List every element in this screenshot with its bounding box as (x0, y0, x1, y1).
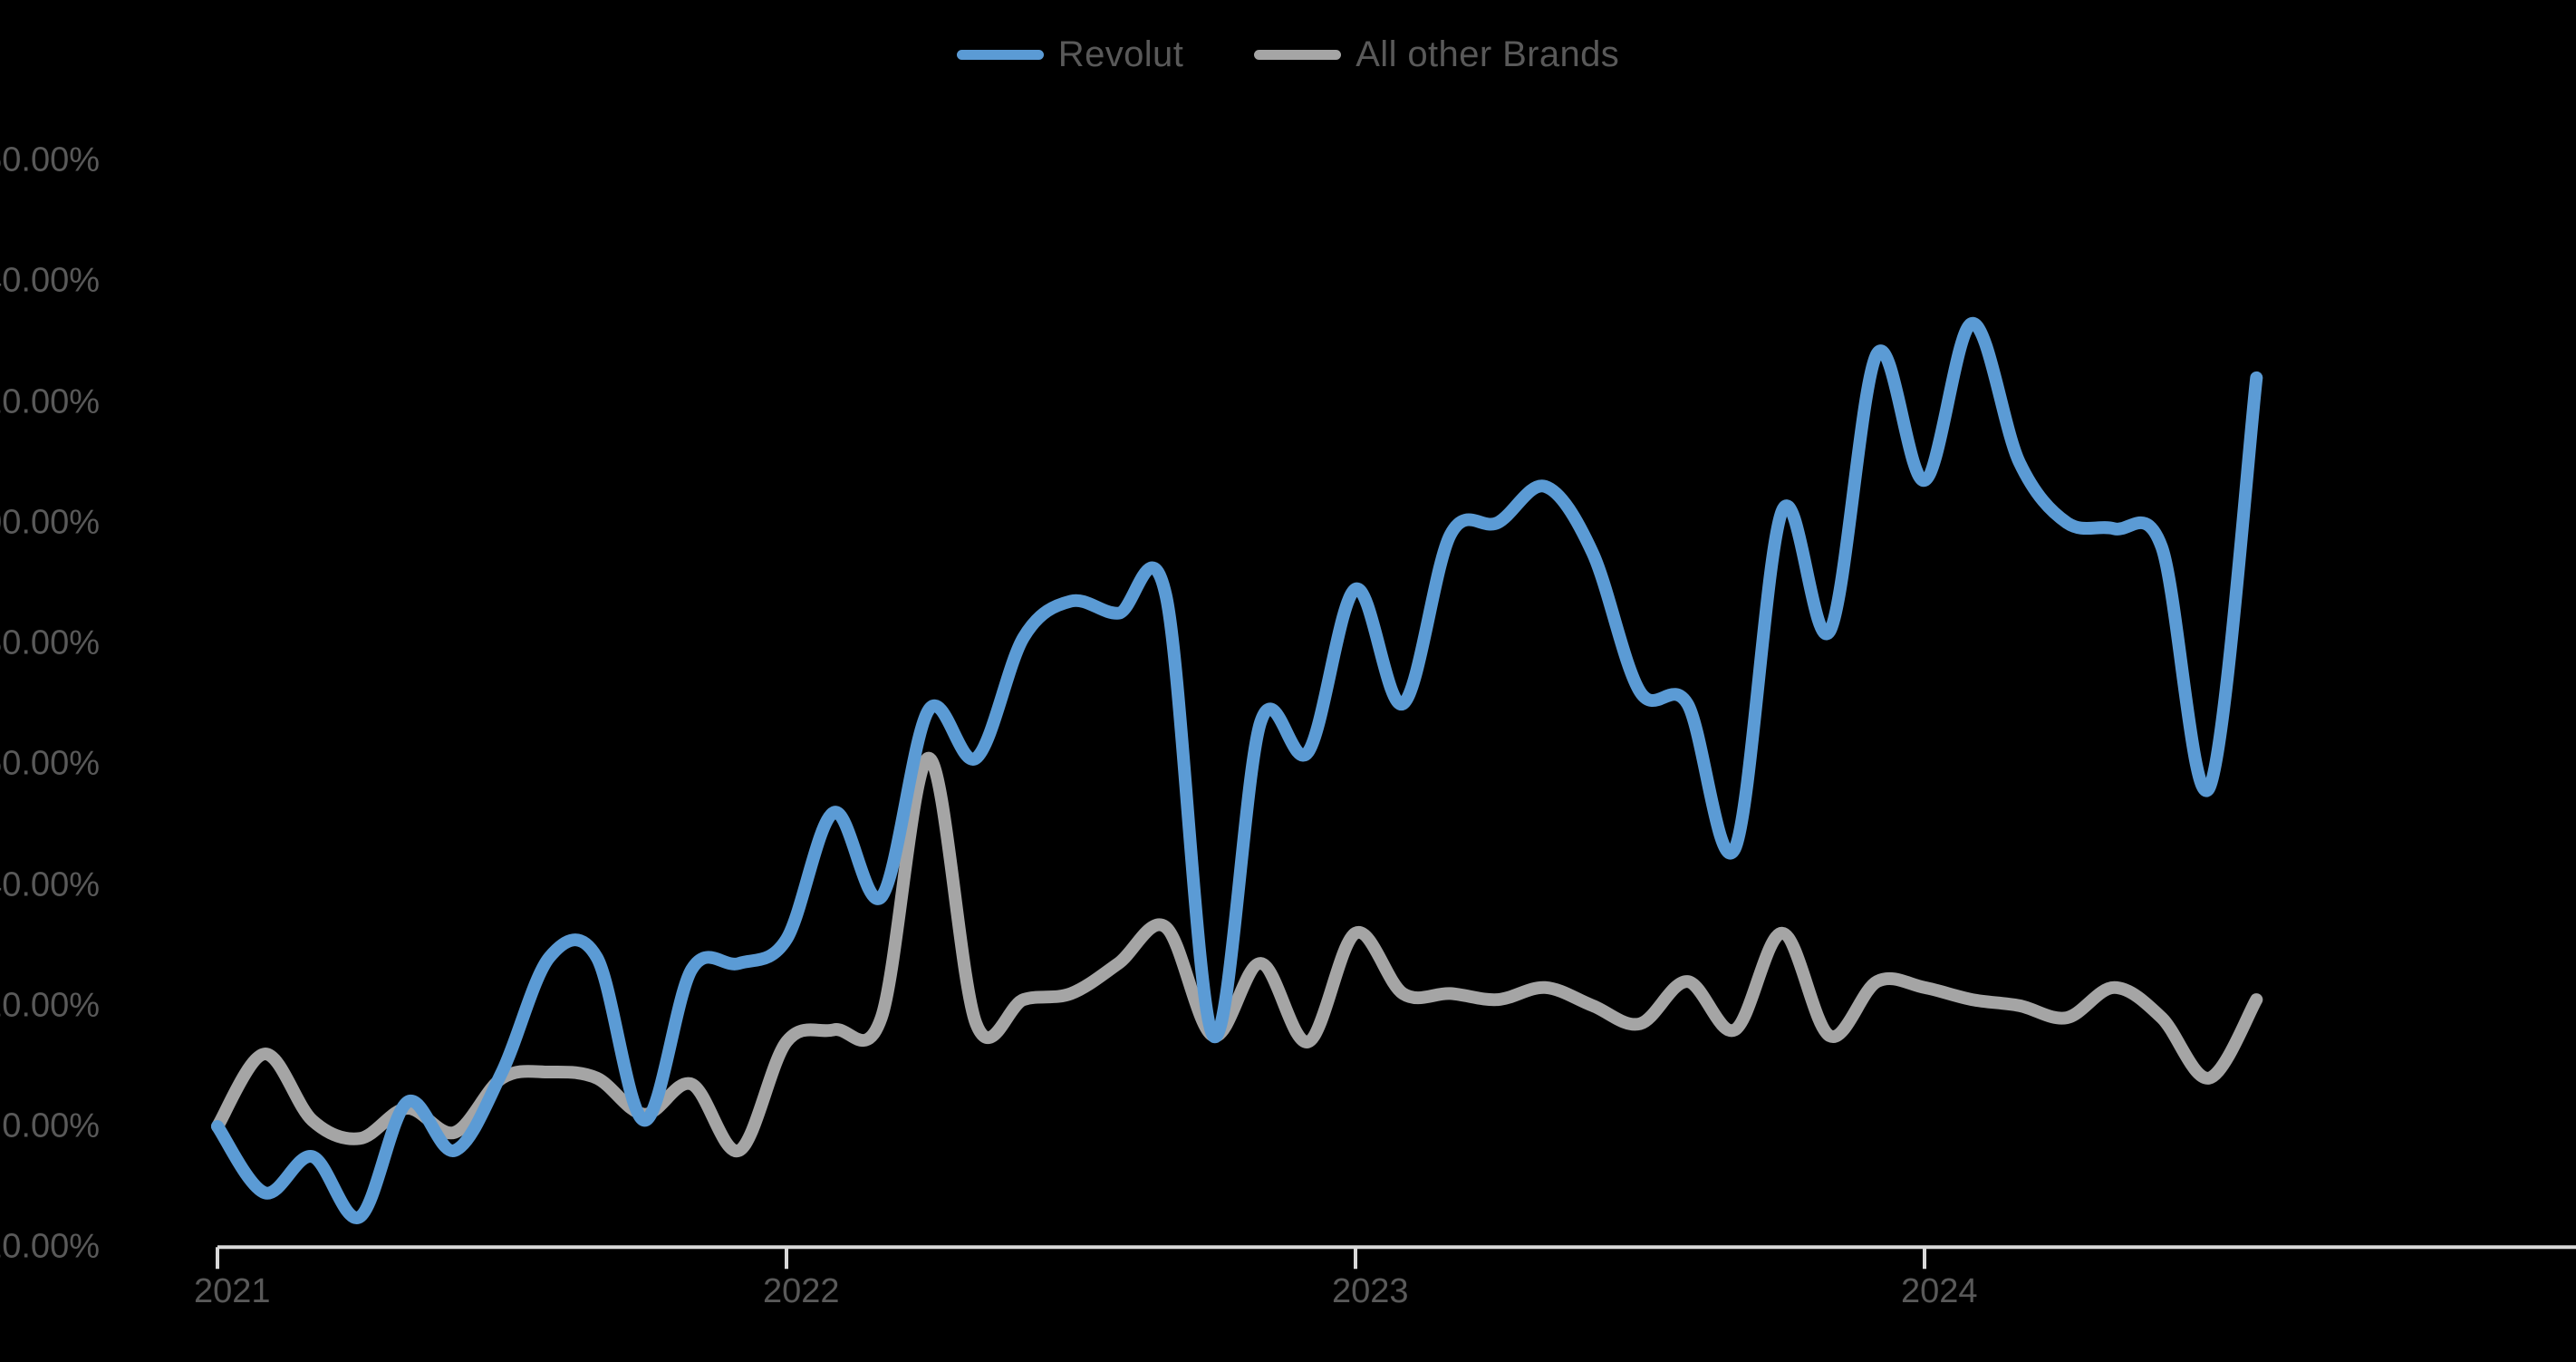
y-axis-tick-label: -20.00% (0, 1227, 100, 1266)
y-axis-tick-label: 20.00% (0, 986, 100, 1025)
y-axis-tick-label: 0.00% (2, 1106, 100, 1145)
x-axis-tick-label: 2024 (1901, 1272, 1978, 1310)
x-axis-tick-label: 2021 (194, 1272, 271, 1310)
x-axis-tick-label: 2022 (763, 1272, 840, 1310)
y-axis-tick-label: 120.00% (0, 382, 100, 420)
axis-lines (216, 1245, 2576, 1270)
data-series-group (211, 316, 2263, 1224)
x-axis-tick-label: 2023 (1332, 1272, 1409, 1310)
y-axis-tick-label: 140.00% (0, 261, 100, 300)
series-line-revolut (211, 316, 2263, 1224)
y-axis-tick-label: 160.00% (0, 140, 100, 179)
y-axis-tick-label: 100.00% (0, 503, 100, 542)
y-axis-tick-label: 60.00% (0, 744, 100, 783)
y-axis-tick-label: 40.00% (0, 865, 100, 903)
y-axis-tick-label: 80.00% (0, 623, 100, 662)
